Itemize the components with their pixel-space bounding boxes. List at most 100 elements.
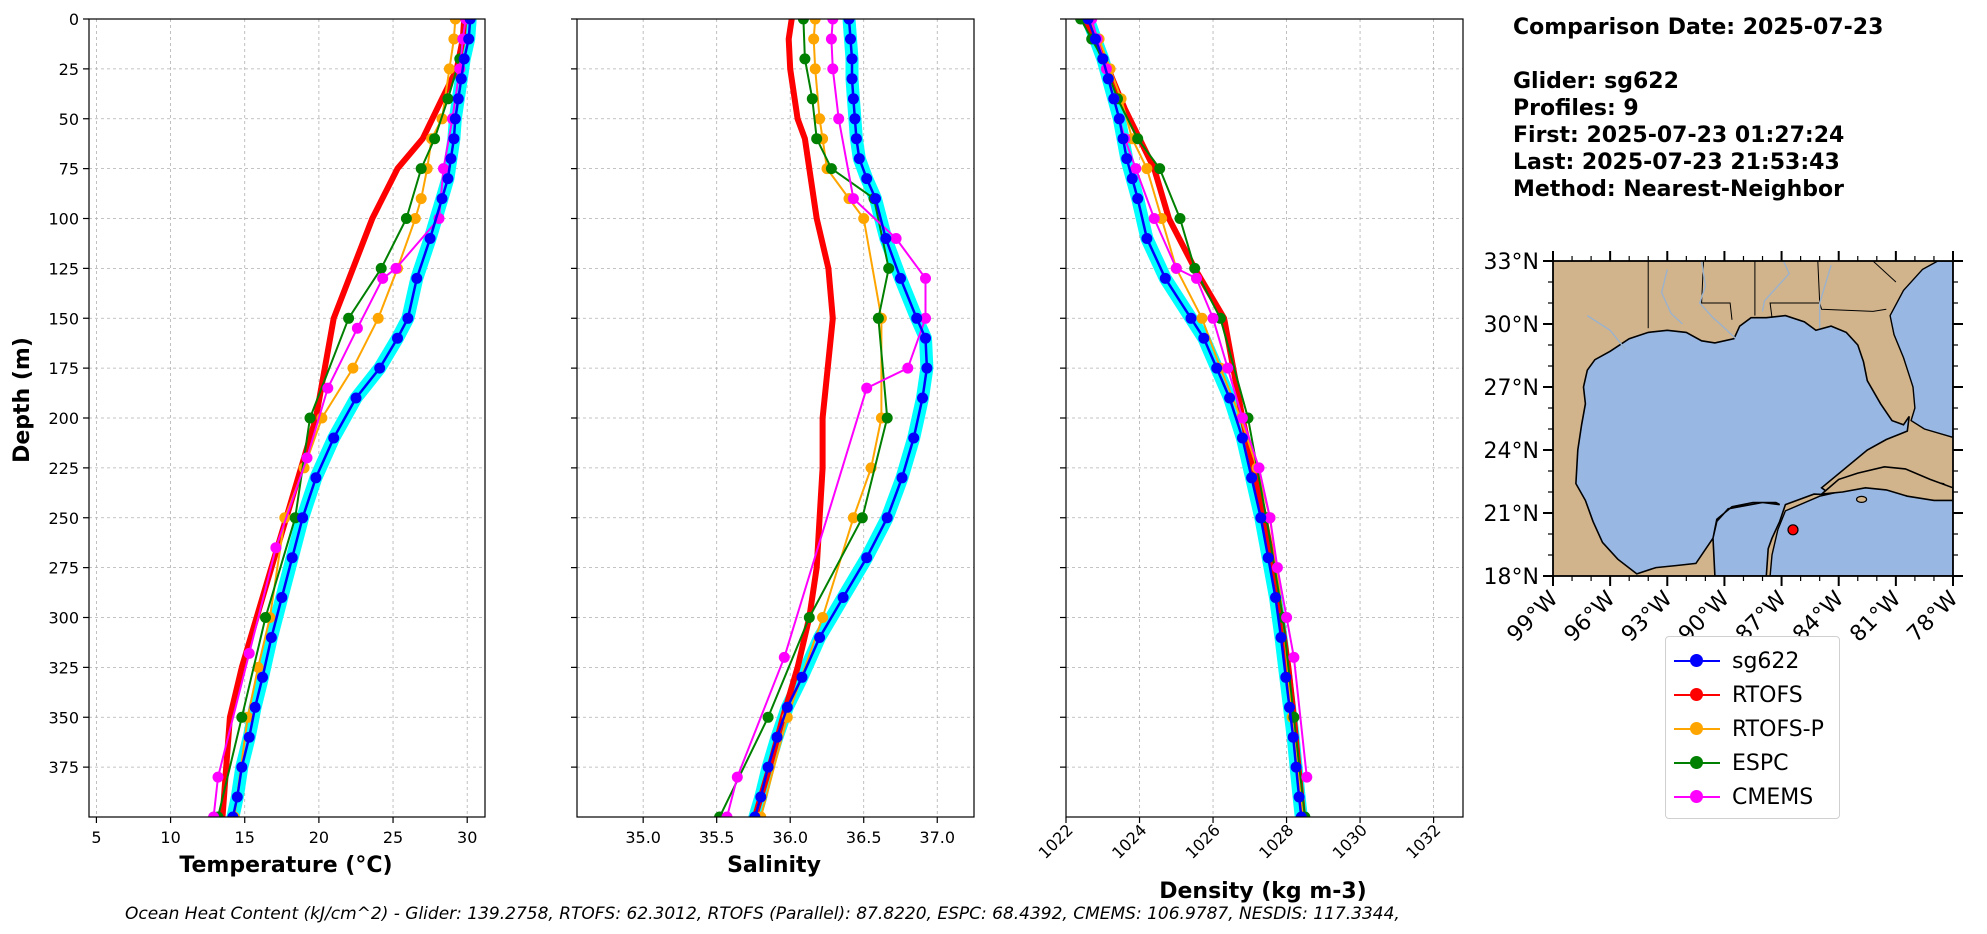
depth-tick-label: 275: [48, 559, 79, 578]
depth-tick-label: 350: [48, 708, 79, 727]
espc-point: [260, 612, 271, 623]
x-tick-label: 37.0: [919, 828, 955, 847]
sg622-point: [1293, 791, 1305, 803]
legend-label: sg622: [1732, 648, 1800, 674]
first-profile-time: First: 2025-07-23 01:27:24: [1513, 123, 1845, 148]
cmems-point: [1130, 163, 1142, 175]
salinity-axis-title: Salinity: [727, 853, 821, 878]
map-lon-label: 99°W: [1503, 586, 1564, 647]
salinity-profile-chart: 35.0 35.5 36.0 36.5 37.0: [571, 18, 975, 847]
state-border: [1872, 261, 1897, 283]
cmems-point: [902, 362, 914, 374]
info-spacer: [1513, 41, 1883, 68]
sg622-point: [310, 472, 322, 484]
sg622-point: [1141, 233, 1153, 244]
sg622-point: [1198, 332, 1210, 344]
cmems-point: [1271, 562, 1283, 574]
map-lat-label: 18°N: [1484, 565, 1539, 590]
sg622-point: [424, 233, 436, 244]
state-border: [1819, 302, 1887, 312]
rtofs-p-point: [449, 19, 461, 25]
map-lon-label: 96°W: [1560, 586, 1621, 647]
density-axis-title: Density (kg m-3): [1159, 879, 1367, 904]
map-lon-label: 81°W: [1845, 586, 1906, 647]
espc-point: [797, 19, 809, 25]
sg622-point: [1275, 632, 1287, 643]
state-border: [1701, 261, 1733, 320]
state-border: [1769, 261, 1821, 318]
sg622-point: [1211, 362, 1223, 374]
rtofs-p-point: [1196, 312, 1208, 324]
cmems-point: [827, 63, 839, 75]
x-tick-label: 1024: [1108, 820, 1150, 862]
sg622-point: [1280, 671, 1292, 683]
depth-tick-label: 175: [48, 359, 79, 378]
sg622-sal-line: [753, 19, 929, 817]
sg622-point: [921, 362, 933, 374]
sg622-point: [853, 153, 865, 165]
depth-axis-title: Depth (m): [10, 337, 35, 463]
sg622-point: [880, 233, 892, 244]
x-tick-label: 36.5: [846, 828, 882, 847]
cmems-point: [212, 771, 224, 783]
depth-tick-label: 300: [48, 609, 79, 628]
map-lat-label: 24°N: [1484, 439, 1539, 464]
espc-point: [236, 711, 248, 723]
cmems-point: [1236, 412, 1248, 424]
depth-tick-label: 375: [48, 758, 79, 777]
sg622-point: [449, 113, 461, 125]
rtofs-sal-line: [752, 19, 836, 817]
x-tick-label: 36.0: [772, 828, 808, 847]
espc-point: [1189, 262, 1201, 274]
sg622-point: [911, 312, 923, 324]
rtofs-p-point: [809, 63, 821, 75]
sg622-point: [1270, 592, 1281, 603]
cmems-point: [301, 452, 313, 464]
map-lat-label: 27°N: [1484, 376, 1539, 401]
sg622-point: [243, 731, 255, 743]
map-lat-label: 21°N: [1484, 502, 1539, 527]
sg622-point: [749, 811, 761, 817]
map-lon-label: 78°W: [1903, 586, 1964, 647]
legend-swatch: [1674, 787, 1720, 807]
atlantic-ocean: [1889, 261, 1953, 439]
espc-point: [825, 163, 837, 175]
legend-item-sg622: sg622: [1674, 644, 1831, 678]
sg622-point: [917, 392, 928, 404]
map-lat-label: 33°N: [1484, 250, 1539, 275]
depth-tick-label: 150: [48, 309, 79, 328]
sg622-point: [458, 53, 470, 65]
sg622-point: [1246, 472, 1258, 484]
sg622-point: [328, 432, 340, 444]
sg622-point: [392, 332, 403, 344]
cmems-point: [847, 193, 859, 205]
cmems-point: [861, 382, 873, 394]
legend-swatch: [1674, 685, 1720, 705]
rtofs-p-point: [814, 113, 826, 125]
rtofs-p-point: [1141, 163, 1153, 175]
espc-point: [1154, 163, 1166, 175]
sg622-point: [455, 73, 467, 85]
x-tick-label: 15: [235, 828, 255, 847]
espc-point: [429, 133, 441, 145]
espc-point: [375, 262, 387, 274]
legend-item-cmems: CMEMS: [1674, 780, 1831, 814]
sg622-point: [1132, 193, 1144, 205]
sg622-point: [236, 761, 248, 773]
legend-item-espc: ESPC: [1674, 746, 1831, 780]
temperature-profile-chart: 0 25 50 75 100 125 150 175 200 225 250 275 300 325 350…: [48, 10, 486, 847]
river: [1698, 261, 1737, 340]
sg622-point: [286, 552, 298, 564]
sg622-point: [1290, 761, 1302, 773]
sg622-point: [895, 272, 906, 284]
legend-label: CMEMS: [1732, 784, 1814, 810]
cmems-point: [1207, 312, 1219, 324]
rtofs-p-point: [443, 63, 455, 75]
cmems-point: [721, 811, 733, 817]
sg622-point: [445, 153, 457, 165]
sg622-point: [847, 93, 859, 105]
sg622-point: [846, 73, 858, 85]
sg622-point: [846, 53, 858, 65]
river: [1586, 315, 1626, 350]
espc-point: [856, 512, 868, 524]
